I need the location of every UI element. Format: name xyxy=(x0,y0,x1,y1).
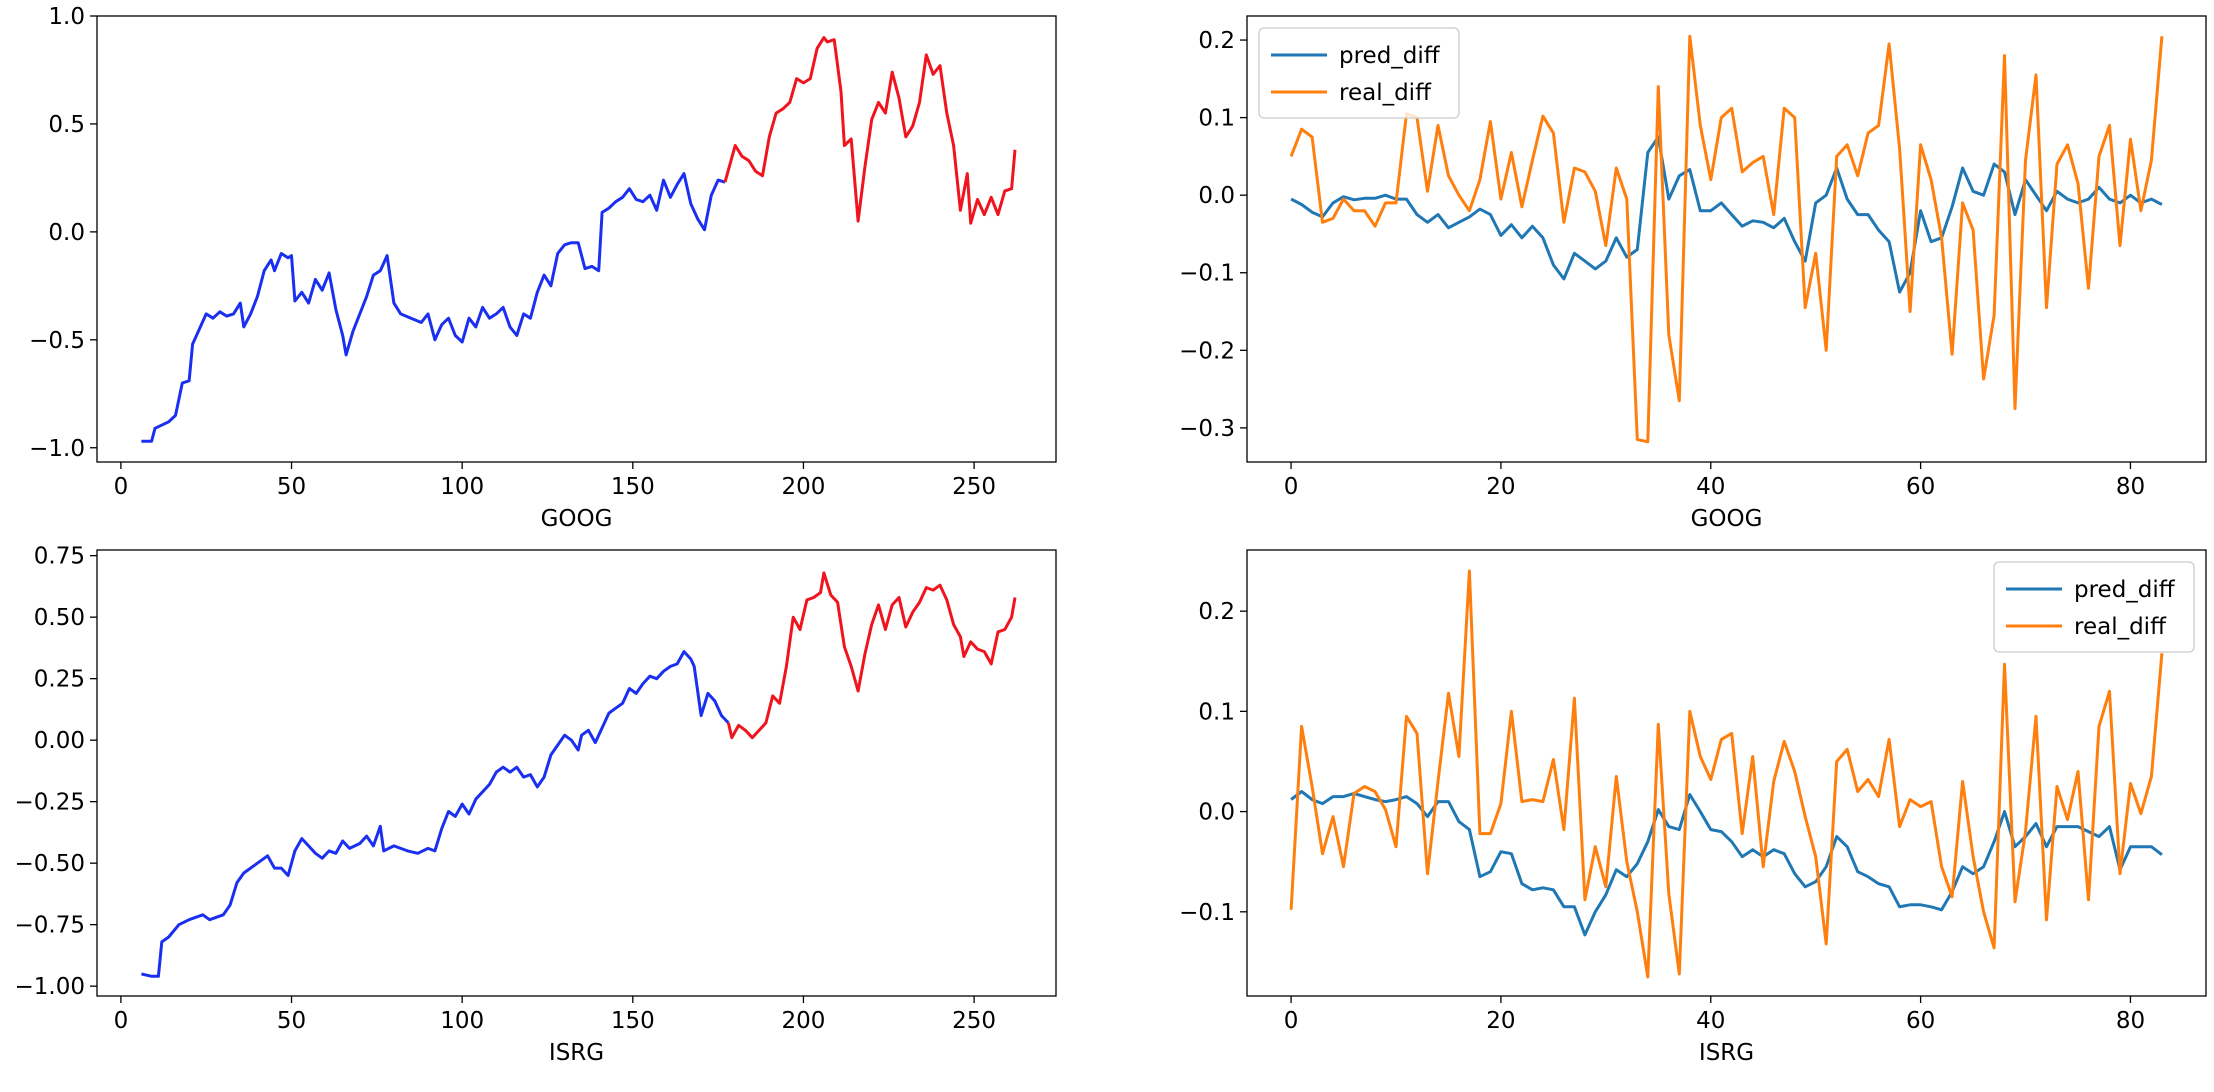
y-tick-label: −0.1 xyxy=(1179,900,1235,926)
x-tick-label: 40 xyxy=(1696,474,1725,500)
y-tick-label: 0.1 xyxy=(1198,106,1235,132)
y-tick-label: 1.0 xyxy=(48,4,85,30)
y-tick-label: 0.50 xyxy=(34,605,85,631)
x-tick-label: 60 xyxy=(1906,474,1935,500)
y-tick-label: −0.75 xyxy=(15,913,85,939)
x-tick-label: 0 xyxy=(1284,1008,1299,1034)
y-tick-label: 0.0 xyxy=(1198,800,1235,826)
x-axis-label: ISRG xyxy=(549,1040,604,1066)
x-axis-label: GOOG xyxy=(1691,506,1763,532)
legend: pred_diff real_diff xyxy=(1258,27,1460,119)
x-tick-label: 60 xyxy=(1906,1008,1935,1034)
axes: 0 20 40 60 80 −0.3 −0.2 −0.1 0.0 0.1 0.2 GOOG pred_d… xyxy=(1179,15,2207,532)
series-line xyxy=(723,36,1017,225)
axes: 0 50 100 150 200 250 −1.00 −0.75 −0.50 −0.25 0.00 0… xyxy=(15,544,1057,1066)
y-tick-label: 0.2 xyxy=(1198,599,1235,625)
legend-box xyxy=(1258,27,1460,119)
x-tick-label: 20 xyxy=(1486,1008,1515,1034)
y-tick-label: 0.00 xyxy=(34,728,85,754)
x-tick-label: 80 xyxy=(2116,1008,2145,1034)
legend-label: real_diff xyxy=(2074,614,2167,640)
x-tick-label: 200 xyxy=(781,1008,825,1034)
x-tick-label: 100 xyxy=(440,474,484,500)
x-axis-label: ISRG xyxy=(1699,1040,1754,1066)
y-tick-label: 0.5 xyxy=(48,112,85,138)
x-tick-label: 200 xyxy=(781,474,825,500)
series-line xyxy=(1290,135,2163,294)
x-tick-label: 250 xyxy=(952,1008,996,1034)
y-tick-label: 0.75 xyxy=(34,544,85,570)
axes-frame xyxy=(96,15,1057,463)
x-axis-label: GOOG xyxy=(541,506,613,532)
y-tick-label: −0.50 xyxy=(15,851,85,877)
axes: 0 20 40 60 80 −0.1 0.0 0.1 0.2 ISRG pred_diff real_… xyxy=(1179,549,2207,1066)
axes-frame xyxy=(1246,15,2207,463)
legend: pred_diff real_diff xyxy=(1993,561,2195,653)
y-tick-label: −0.2 xyxy=(1179,338,1235,364)
legend-label: pred_diff xyxy=(2074,577,2176,603)
x-tick-label: 0 xyxy=(1284,474,1299,500)
y-tick-label: −0.1 xyxy=(1179,261,1235,287)
series-line xyxy=(1289,34,2164,444)
y-tick-label: 0.0 xyxy=(48,220,85,246)
y-tick-label: 0.0 xyxy=(1198,183,1235,209)
legend-label: pred_diff xyxy=(1339,43,1441,69)
y-tick-label: −0.5 xyxy=(29,328,85,354)
y-tick-label: −0.25 xyxy=(15,790,85,816)
series-line xyxy=(1289,569,2164,979)
y-tick-label: −0.3 xyxy=(1179,416,1235,442)
x-tick-label: 20 xyxy=(1486,474,1515,500)
x-tick-label: 250 xyxy=(952,474,996,500)
y-tick-label: 0.1 xyxy=(1198,699,1235,725)
series-line xyxy=(141,172,726,443)
series-line xyxy=(141,650,730,978)
y-tick-label: 0.2 xyxy=(1198,28,1235,54)
x-tick-label: 150 xyxy=(611,474,655,500)
x-tick-label: 100 xyxy=(440,1008,484,1034)
x-tick-label: 150 xyxy=(611,1008,655,1034)
y-tick-label: 0.25 xyxy=(34,667,85,693)
x-tick-label: 0 xyxy=(114,1008,129,1034)
y-tick-label: −1.0 xyxy=(29,436,85,462)
axes-frame xyxy=(96,549,1057,997)
series-line xyxy=(726,571,1017,740)
legend-label: real_diff xyxy=(1339,80,1432,106)
x-tick-label: 0 xyxy=(114,474,129,500)
x-tick-label: 50 xyxy=(277,1008,306,1034)
y-tick-label: −1.00 xyxy=(15,974,85,1000)
x-tick-label: 50 xyxy=(277,474,306,500)
axes: 0 50 100 150 200 250 −1.0 −0.5 0.0 0.5 1.0 GOOG xyxy=(29,4,1057,532)
x-tick-label: 80 xyxy=(2116,474,2145,500)
axes-frame xyxy=(1246,549,2207,997)
legend-box xyxy=(1993,561,2195,653)
x-tick-label: 40 xyxy=(1696,1008,1725,1034)
